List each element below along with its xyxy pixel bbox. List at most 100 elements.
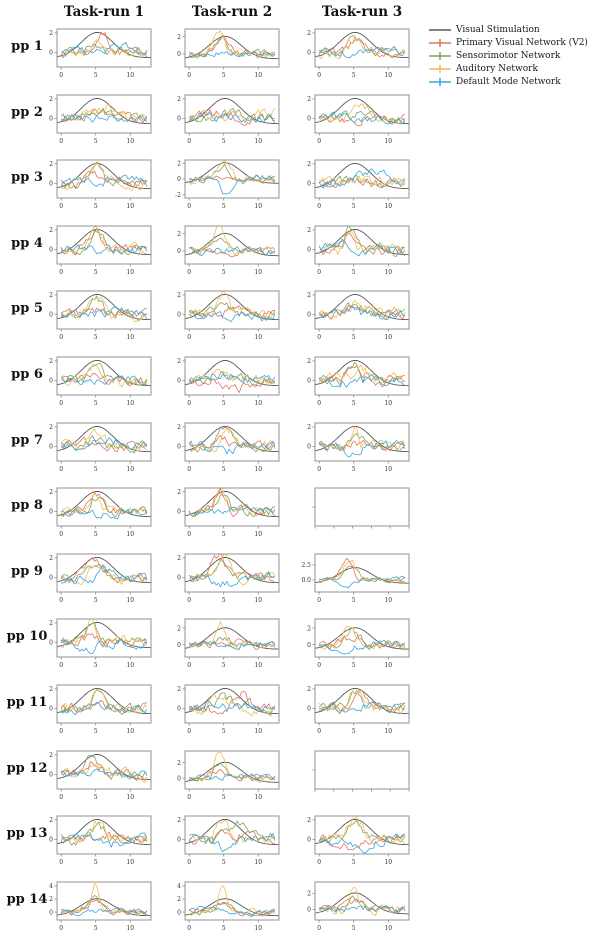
- series-default-mode-network: [61, 768, 148, 778]
- series-auditory-network: [188, 553, 276, 586]
- legend-item-auditory-network: Auditory Network: [429, 63, 588, 76]
- x-tick-label: 10: [126, 531, 134, 538]
- y-tick-label: 0: [49, 312, 53, 319]
- series-visual-stimulation: [57, 556, 151, 583]
- y-tick-label: 0: [177, 775, 181, 782]
- series-auditory-network: [60, 103, 148, 122]
- line-marker-icon: [429, 28, 451, 31]
- axes-box: [56, 815, 152, 855]
- row-pp-3: pp 3 0 5 10 0 2 0 5 10 -2 0 2 0 5 10 0 2: [0, 157, 600, 219]
- axes-box: [56, 28, 152, 68]
- x-tick-label: 5: [94, 859, 98, 866]
- subplot-pp-7-task-run-3: 0 5 10 0 2: [307, 422, 410, 473]
- series-primary-visual-network-v2: [60, 373, 148, 387]
- y-tick-label: 0: [49, 574, 53, 581]
- x-tick-label: 5: [94, 203, 98, 210]
- series-primary-visual-network-v2: [60, 899, 148, 916]
- series-sensorimotor-network: [188, 494, 275, 518]
- x-tick-label: 10: [384, 203, 392, 210]
- series-default-mode-network: [318, 238, 406, 257]
- series-default-mode-network: [189, 111, 275, 123]
- x-tick-label: 0: [187, 925, 191, 932]
- series-sensorimotor-network: [60, 497, 148, 518]
- row-label-pp-11: pp 11: [6, 695, 48, 710]
- x-tick-label: 10: [254, 859, 262, 866]
- x-tick-label: 0: [187, 400, 191, 407]
- series-auditory-network: [189, 819, 276, 845]
- subplot-pp-11-task-run-2: 0 5 10 0 2: [177, 684, 280, 735]
- series-auditory-network: [188, 368, 276, 385]
- x-tick-label: 0: [317, 597, 321, 604]
- row-pp-5: pp 5 0 5 10 0 2 0 5 10 0 2 0 5 10 0 2: [0, 288, 600, 350]
- subplot-pp-14-task-run-2: 0 5 10 0 2 4: [177, 881, 280, 932]
- y-tick-label: 0: [307, 115, 311, 122]
- series-default-mode-network: [188, 311, 276, 323]
- series-default-mode-network: [319, 702, 406, 714]
- series-default-mode-network: [60, 436, 148, 451]
- series-default-mode-network: [188, 640, 276, 651]
- y-tick-label: 0: [177, 642, 181, 649]
- x-tick-label: 0: [59, 269, 63, 276]
- y-tick-label: 2: [49, 752, 53, 759]
- row-pp-7: pp 7 0 5 10 0 2 0 5 10 0 2 0 5 10 0 2: [0, 420, 600, 482]
- row-pp-8: pp 8 0 5 10 0 2 0 5 10 0 2: [0, 485, 600, 547]
- series-auditory-network: [188, 693, 276, 717]
- x-tick-label: 10: [254, 269, 262, 276]
- series-primary-visual-network-v2: [188, 488, 276, 518]
- y-tick-label: 0: [307, 706, 311, 713]
- x-tick-label: 10: [384, 269, 392, 276]
- series-sensorimotor-network: [60, 107, 148, 122]
- series-sensorimotor-network: [318, 35, 406, 57]
- subplot-pp-11-task-run-3: 0 5 10 0 2: [307, 684, 410, 735]
- x-tick-label: 10: [384, 662, 392, 669]
- errorbar-marker-icon: [429, 51, 451, 60]
- y-tick-label: 2: [307, 424, 311, 431]
- legend-label: Sensorimotor Network: [456, 50, 561, 61]
- y-tick-label: 0: [307, 642, 311, 649]
- subplot-pp-7-task-run-2: 0 5 10 0 2: [177, 422, 280, 473]
- subplot-pp-2-task-run-3: 0 5 10 0 2: [307, 94, 410, 145]
- series-auditory-network: [60, 763, 148, 783]
- axes-box: [314, 750, 410, 790]
- subplot-pp-3-task-run-3: 0 5 10 0 2: [307, 159, 410, 210]
- y-tick-label: 2: [177, 96, 181, 103]
- y-tick-label: 0: [307, 246, 311, 253]
- y-tick-label: 0: [49, 706, 53, 713]
- x-tick-label: 5: [222, 597, 226, 604]
- y-tick-label: 2: [49, 555, 53, 562]
- y-tick-label: 2: [49, 227, 53, 234]
- x-tick-label: 0: [59, 466, 63, 473]
- subplot-pp-13-task-run-1: 0 5 10 0 2: [49, 815, 152, 866]
- y-tick-label: 0: [177, 115, 181, 122]
- x-tick-label: 10: [254, 203, 262, 210]
- subplot-pp-3-task-run-2: 0 5 10 -2 0 2: [175, 159, 280, 210]
- series-auditory-network: [318, 300, 406, 321]
- series-sensorimotor-network: [188, 820, 276, 845]
- column-title-task-run-1: Task-run 1: [63, 4, 145, 20]
- y-tick-label: 0: [49, 181, 53, 188]
- x-tick-label: 5: [352, 466, 356, 473]
- row-label-pp-13: pp 13: [6, 826, 48, 842]
- row-label-pp-8: pp 8: [11, 498, 43, 514]
- subplot-pp-14-task-run-3: 0 5 10 0 2: [307, 881, 410, 932]
- y-tick-label: 0: [307, 837, 311, 844]
- axes-box: [56, 553, 152, 593]
- x-tick-label: 10: [126, 72, 134, 79]
- x-tick-label: 5: [222, 72, 226, 79]
- series-default-mode-network: [188, 506, 276, 516]
- y-tick-label: 2: [177, 817, 181, 824]
- series-sensorimotor-network: [188, 371, 276, 387]
- series-auditory-network: [318, 689, 406, 715]
- series-primary-visual-network-v2: [319, 689, 406, 712]
- x-tick-label: 0: [59, 138, 63, 145]
- x-tick-label: 5: [352, 203, 356, 210]
- row-label-pp-3: pp 3: [11, 170, 43, 186]
- subplot-pp-2-task-run-2: 0 5 10 0 2: [177, 94, 280, 145]
- series-default-mode-network: [318, 374, 406, 388]
- row-label-pp-10: pp 10: [6, 629, 48, 645]
- y-tick-label: -2: [175, 192, 181, 199]
- series-sensorimotor-network: [60, 434, 148, 454]
- series-visual-stimulation: [57, 31, 151, 59]
- axes-box: [314, 94, 410, 134]
- y-tick-label: 2: [49, 96, 53, 103]
